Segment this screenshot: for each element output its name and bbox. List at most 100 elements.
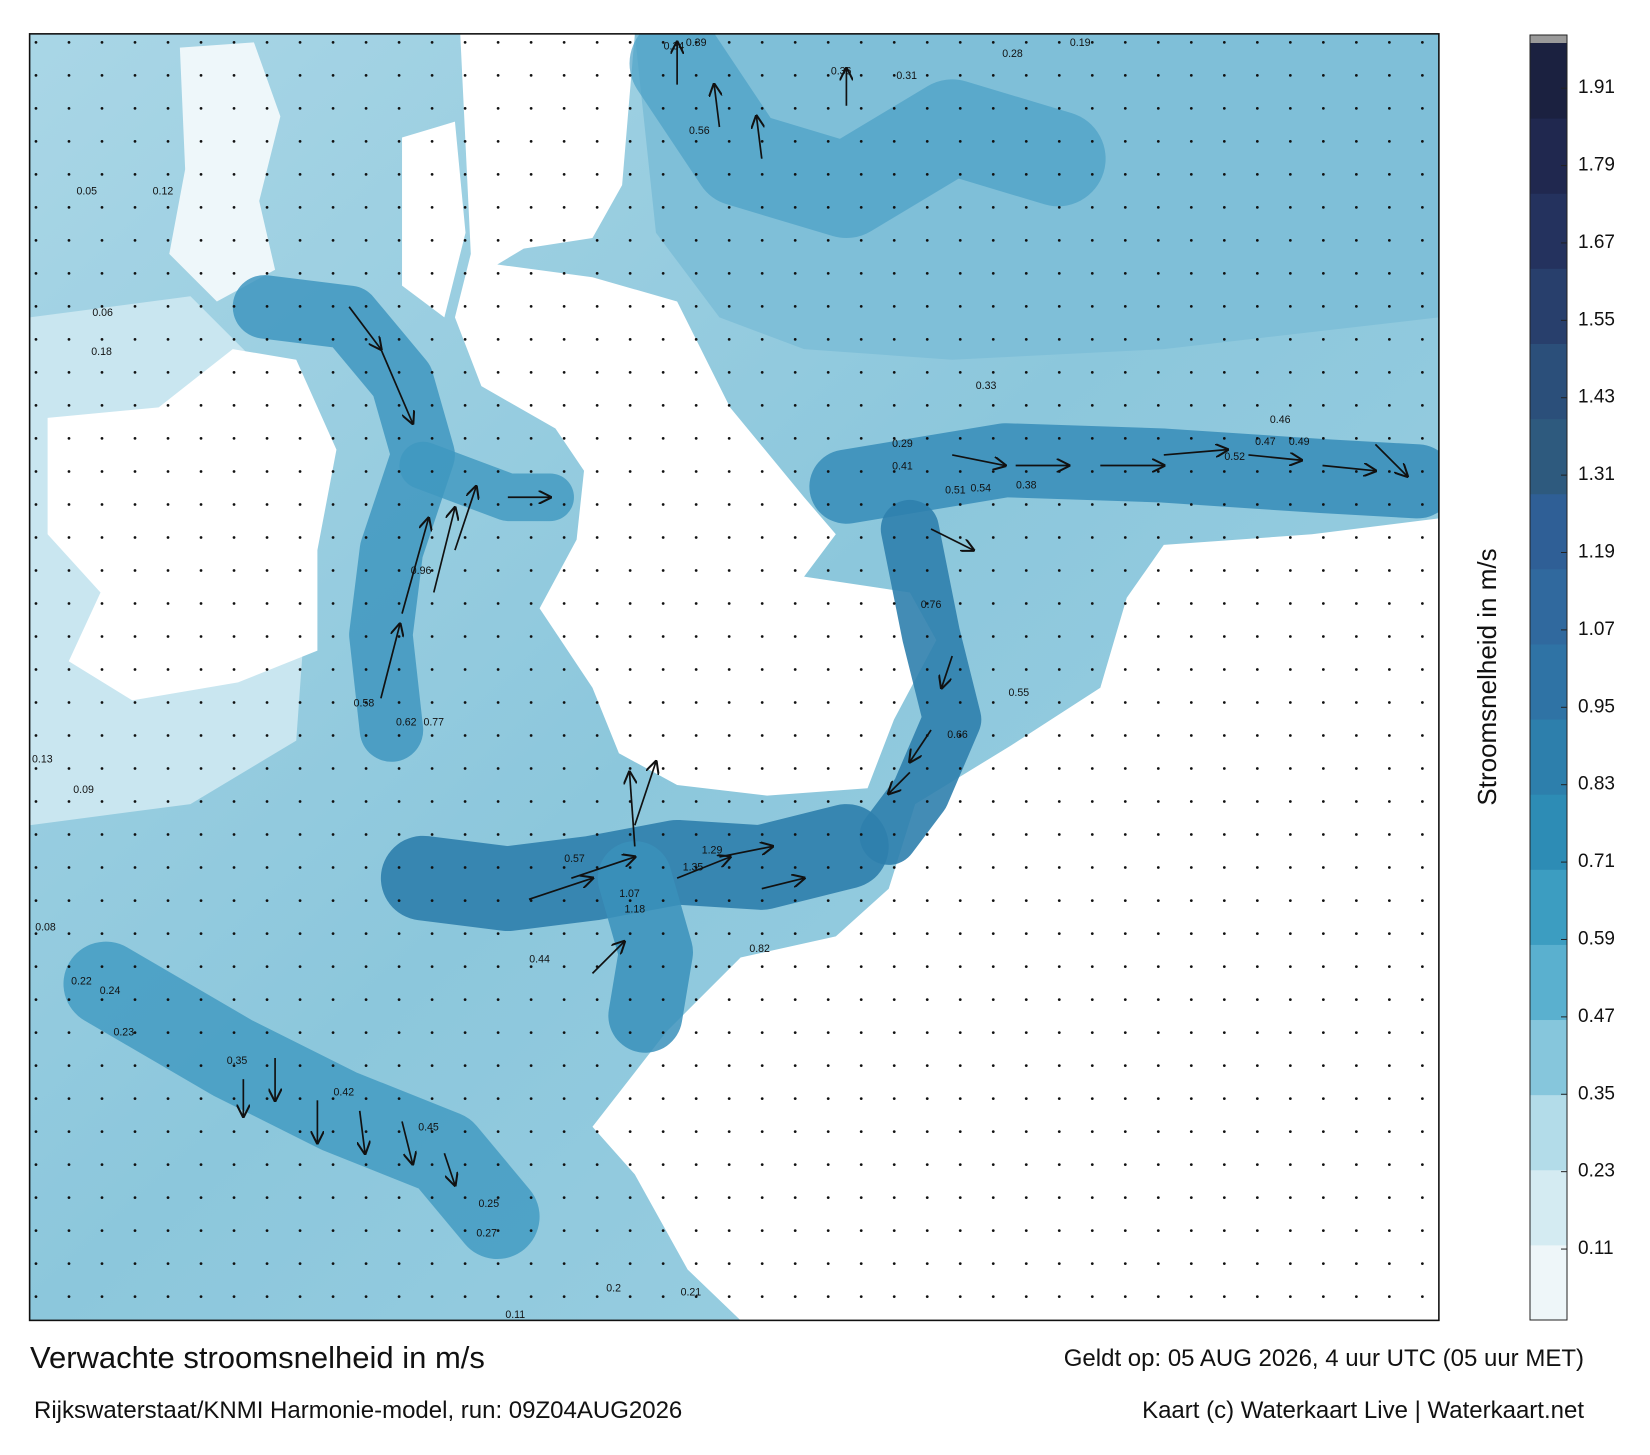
grid-dot [1354,272,1358,275]
grid-dot [1288,668,1292,671]
grid-dot [1222,965,1226,968]
grid-dot [793,139,797,143]
grid-dot [34,701,38,704]
grid-dot [859,470,863,473]
grid-dot [1090,239,1094,242]
grid-dot [1288,1196,1292,1200]
grid-dot [826,1196,830,1200]
grid-dot [364,932,368,935]
grid-dot [958,1031,962,1034]
grid-dot [496,1130,500,1134]
grid-dot [1288,767,1292,770]
grid-dot [1255,866,1259,869]
grid-dot [793,239,797,242]
grid-dot [1123,205,1127,209]
speed-label: 0.55 [1009,687,1030,699]
grid-dot [859,1295,863,1299]
grid-dot [826,1163,830,1167]
grid-dot [1222,272,1226,275]
grid-dot [100,106,104,110]
grid-dot [1057,1295,1061,1299]
grid-dot [1420,602,1424,605]
grid-dot [1156,569,1160,572]
grid-dot [100,1031,104,1034]
grid-dot [1090,1064,1094,1067]
grid-dot [133,635,137,638]
grid-dot [133,73,137,77]
grid-dot [232,1064,236,1067]
grid-dot [727,800,731,803]
grid-dot [1288,932,1292,935]
grid-dot [925,470,929,473]
grid-dot [133,602,137,605]
grid-dot [1189,470,1193,473]
grid-dot [859,767,863,770]
grid-dot [265,1064,269,1067]
grid-dot [1354,701,1358,704]
grid-dot [826,767,830,770]
grid-dot [793,734,797,737]
grid-dot [595,272,599,275]
grid-dot [628,1163,632,1167]
channel [809,423,1439,524]
grid-dot [34,668,38,671]
grid-dot [67,338,71,341]
grid-dot [463,503,467,506]
grid-dot [859,833,863,836]
grid-dot [1354,767,1358,770]
grid-dot [1387,470,1391,473]
grid-dot [1189,668,1193,671]
grid-dot [1123,239,1127,242]
current-arrow [761,878,804,890]
grid-dot [991,800,995,803]
grid-dot [232,272,236,275]
grid-dot [199,371,203,374]
speed-label: 0.24 [100,985,121,997]
grid-dot [958,701,962,704]
grid-dot [1255,503,1259,506]
grid-dot [1255,536,1259,539]
grid-dot [1255,899,1259,902]
grid-dot [793,866,797,869]
grid-dot [1189,1196,1193,1200]
grid-dot [793,305,797,308]
grid-dot [1354,1130,1358,1134]
grid-dot [1288,1097,1292,1101]
grid-dot [727,503,731,506]
grid-dot [859,106,863,110]
grid-dot [364,40,368,44]
grid-dot [760,932,764,935]
grid-dot [1420,503,1424,506]
grid-dot [1288,1262,1292,1266]
grid-dot [199,734,203,737]
grid-dot [298,668,302,671]
land [592,518,1439,1321]
grid-dot [34,1229,38,1233]
grid-dot [562,998,566,1001]
grid-dot [199,800,203,803]
grid-dot [496,73,500,77]
grid-dot [1288,338,1292,341]
grid-dot [694,1163,698,1167]
grid-dot [133,1262,137,1266]
grid-dot [793,1262,797,1266]
grid-dot [1222,536,1226,539]
grid-dot [364,635,368,638]
grid-dot [595,1229,599,1233]
grid-dot [793,1295,797,1299]
grid-dot [694,833,698,836]
colorbar-tick-label: 0.35 [1578,1083,1615,1104]
grid-dot [265,1229,269,1233]
grid-dot [496,1163,500,1167]
grid-dot [1024,1064,1028,1067]
grid-dot [1387,272,1391,275]
grid-dot [562,239,566,242]
grid-dot [1255,1229,1259,1233]
grid-dot [991,139,995,143]
grid-dot [67,800,71,803]
grid-dot [100,437,104,440]
grid-dot [760,635,764,638]
grid-dot [463,40,467,44]
grid-dot [1321,536,1325,539]
grid-dot [1288,239,1292,242]
